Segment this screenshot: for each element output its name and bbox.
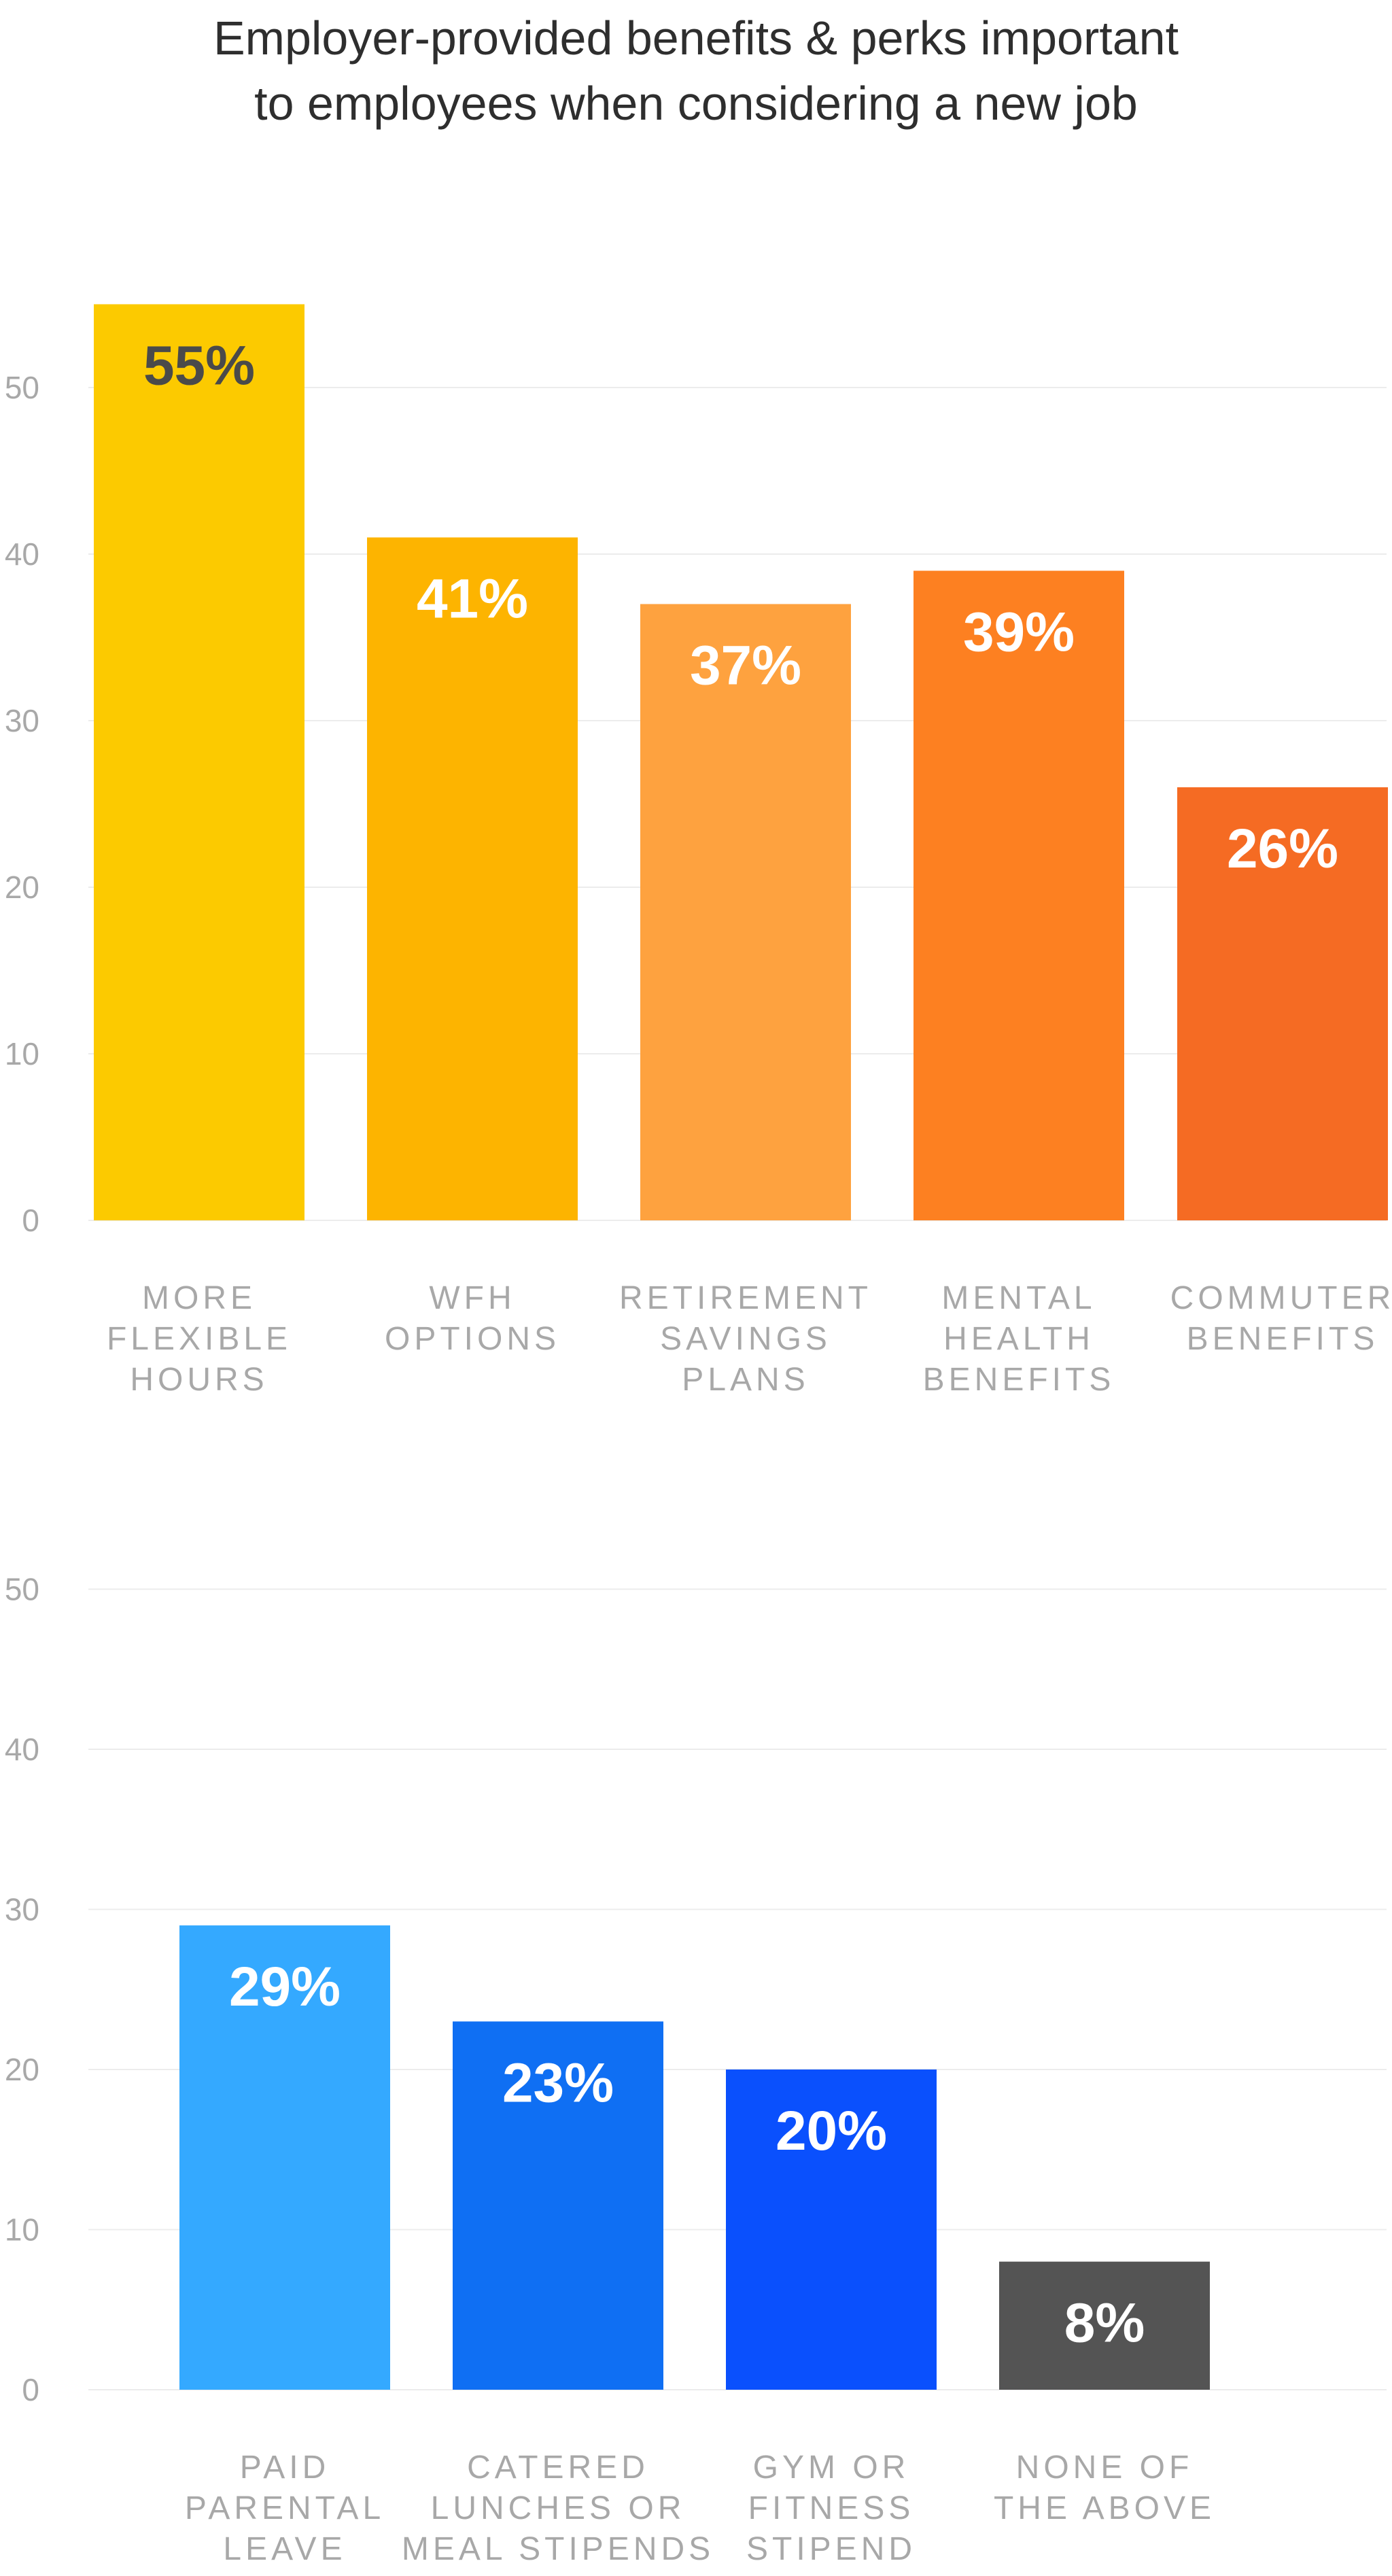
chart-1-y-tick-40: 40	[5, 536, 39, 572]
chart-1-data-label-2: 41%	[417, 568, 528, 630]
chart-2-bar-2	[453, 2021, 663, 2390]
chart-2-category-label-1-line-2: PARENTAL	[185, 2490, 385, 2526]
chart-1-data-label-1: 55%	[143, 335, 255, 397]
chart-1-category-label-4-line-3: BENEFITS	[923, 1362, 1115, 1398]
chart-1-bar-4	[914, 570, 1124, 1220]
chart-2-data-label-2: 23%	[502, 2052, 614, 2114]
chart-2-category-label-4-line-1: NONE OF	[1016, 2450, 1194, 2486]
chart-2-y-tick-40: 40	[5, 1732, 39, 1767]
chart-1-category-label-4-line-1: MENTAL	[941, 1280, 1096, 1316]
chart-1-data-label-3: 37%	[690, 635, 801, 697]
chart-1-y-tick-20: 20	[5, 870, 39, 905]
chart-2-data-label-3: 20%	[776, 2100, 887, 2162]
chart-2-y-tick-20: 20	[5, 2052, 39, 2087]
chart-1-category-label-5-line-1: COMMUTER	[1170, 1280, 1392, 1316]
chart-1-y-tick-10: 10	[5, 1036, 39, 1071]
chart-title-line-1: Employer-provided benefits & perks impor…	[213, 12, 1179, 65]
chart-1-y-tick-0: 0	[22, 1203, 39, 1238]
chart-2-category-label-3-line-3: STIPEND	[746, 2531, 916, 2567]
chart-2-bar-3	[726, 2070, 937, 2390]
chart-2-data-label-1: 29%	[229, 1956, 341, 2018]
chart-2-bar-1	[179, 1925, 390, 2390]
chart-1-category-label-3-line-2: SAVINGS	[660, 1321, 831, 1357]
chart-1-category-label-3-line-1: RETIREMENT	[619, 1280, 872, 1316]
chart-1-data-label-4: 39%	[963, 602, 1075, 664]
chart-1-data-label-5: 26%	[1227, 818, 1338, 880]
chart-2-category-label-3-line-2: FITNESS	[748, 2490, 915, 2526]
chart-1-category-label-5-line-2: BENEFITS	[1187, 1321, 1379, 1357]
chart-1-bar-5	[1177, 787, 1388, 1220]
chart-title-line-2: to employees when considering a new job	[254, 77, 1138, 130]
chart-2-category-label-2-line-3: MEAL STIPENDS	[402, 2531, 714, 2567]
chart-1-category-label-2-line-1: WFH	[429, 1280, 515, 1316]
chart-2-category-label-1-line-3: LEAVE	[223, 2531, 346, 2567]
chart-2-y-tick-10: 10	[5, 2212, 39, 2248]
chart-1-category-label-1-line-1: MORE	[142, 1280, 256, 1316]
chart-1-y-tick-30: 30	[5, 703, 39, 738]
chart-title: Employer-provided benefits & perks impor…	[0, 0, 1392, 136]
chart-2-bar-4	[999, 2261, 1210, 2390]
chart-2-category-label-3-line-1: GYM OR	[753, 2450, 910, 2486]
chart-2-y-tick-0: 0	[22, 2372, 39, 2407]
chart-1-category-label-4-line-2: HEALTH	[943, 1321, 1094, 1357]
chart-2-data-label-4: 8%	[1064, 2292, 1145, 2354]
chart-2-category-label-2-line-1: CATERED	[467, 2450, 649, 2486]
chart-1-y-tick-50: 50	[5, 370, 39, 405]
chart-2-y-tick-50: 50	[5, 1572, 39, 1607]
chart-1-bar-1	[94, 304, 304, 1220]
chart-1-bar-3	[640, 604, 851, 1220]
chart-1-category-label-1-line-3: HOURS	[130, 1362, 268, 1398]
chart-1-category-label-1-line-2: FLEXIBLE	[107, 1321, 292, 1357]
chart-2-category-label-4-line-2: THE ABOVE	[994, 2490, 1215, 2526]
chart-2-category-label-1-line-1: PAID	[240, 2450, 330, 2486]
chart-2-category-label-2-line-2: LUNCHES OR	[431, 2490, 686, 2526]
chart-1-category-label-2-line-2: OPTIONS	[385, 1321, 560, 1357]
chart-1-bar-2	[367, 537, 578, 1220]
chart-1-category-label-3-line-3: PLANS	[682, 1362, 809, 1398]
chart-2-y-tick-30: 30	[5, 1892, 39, 1927]
